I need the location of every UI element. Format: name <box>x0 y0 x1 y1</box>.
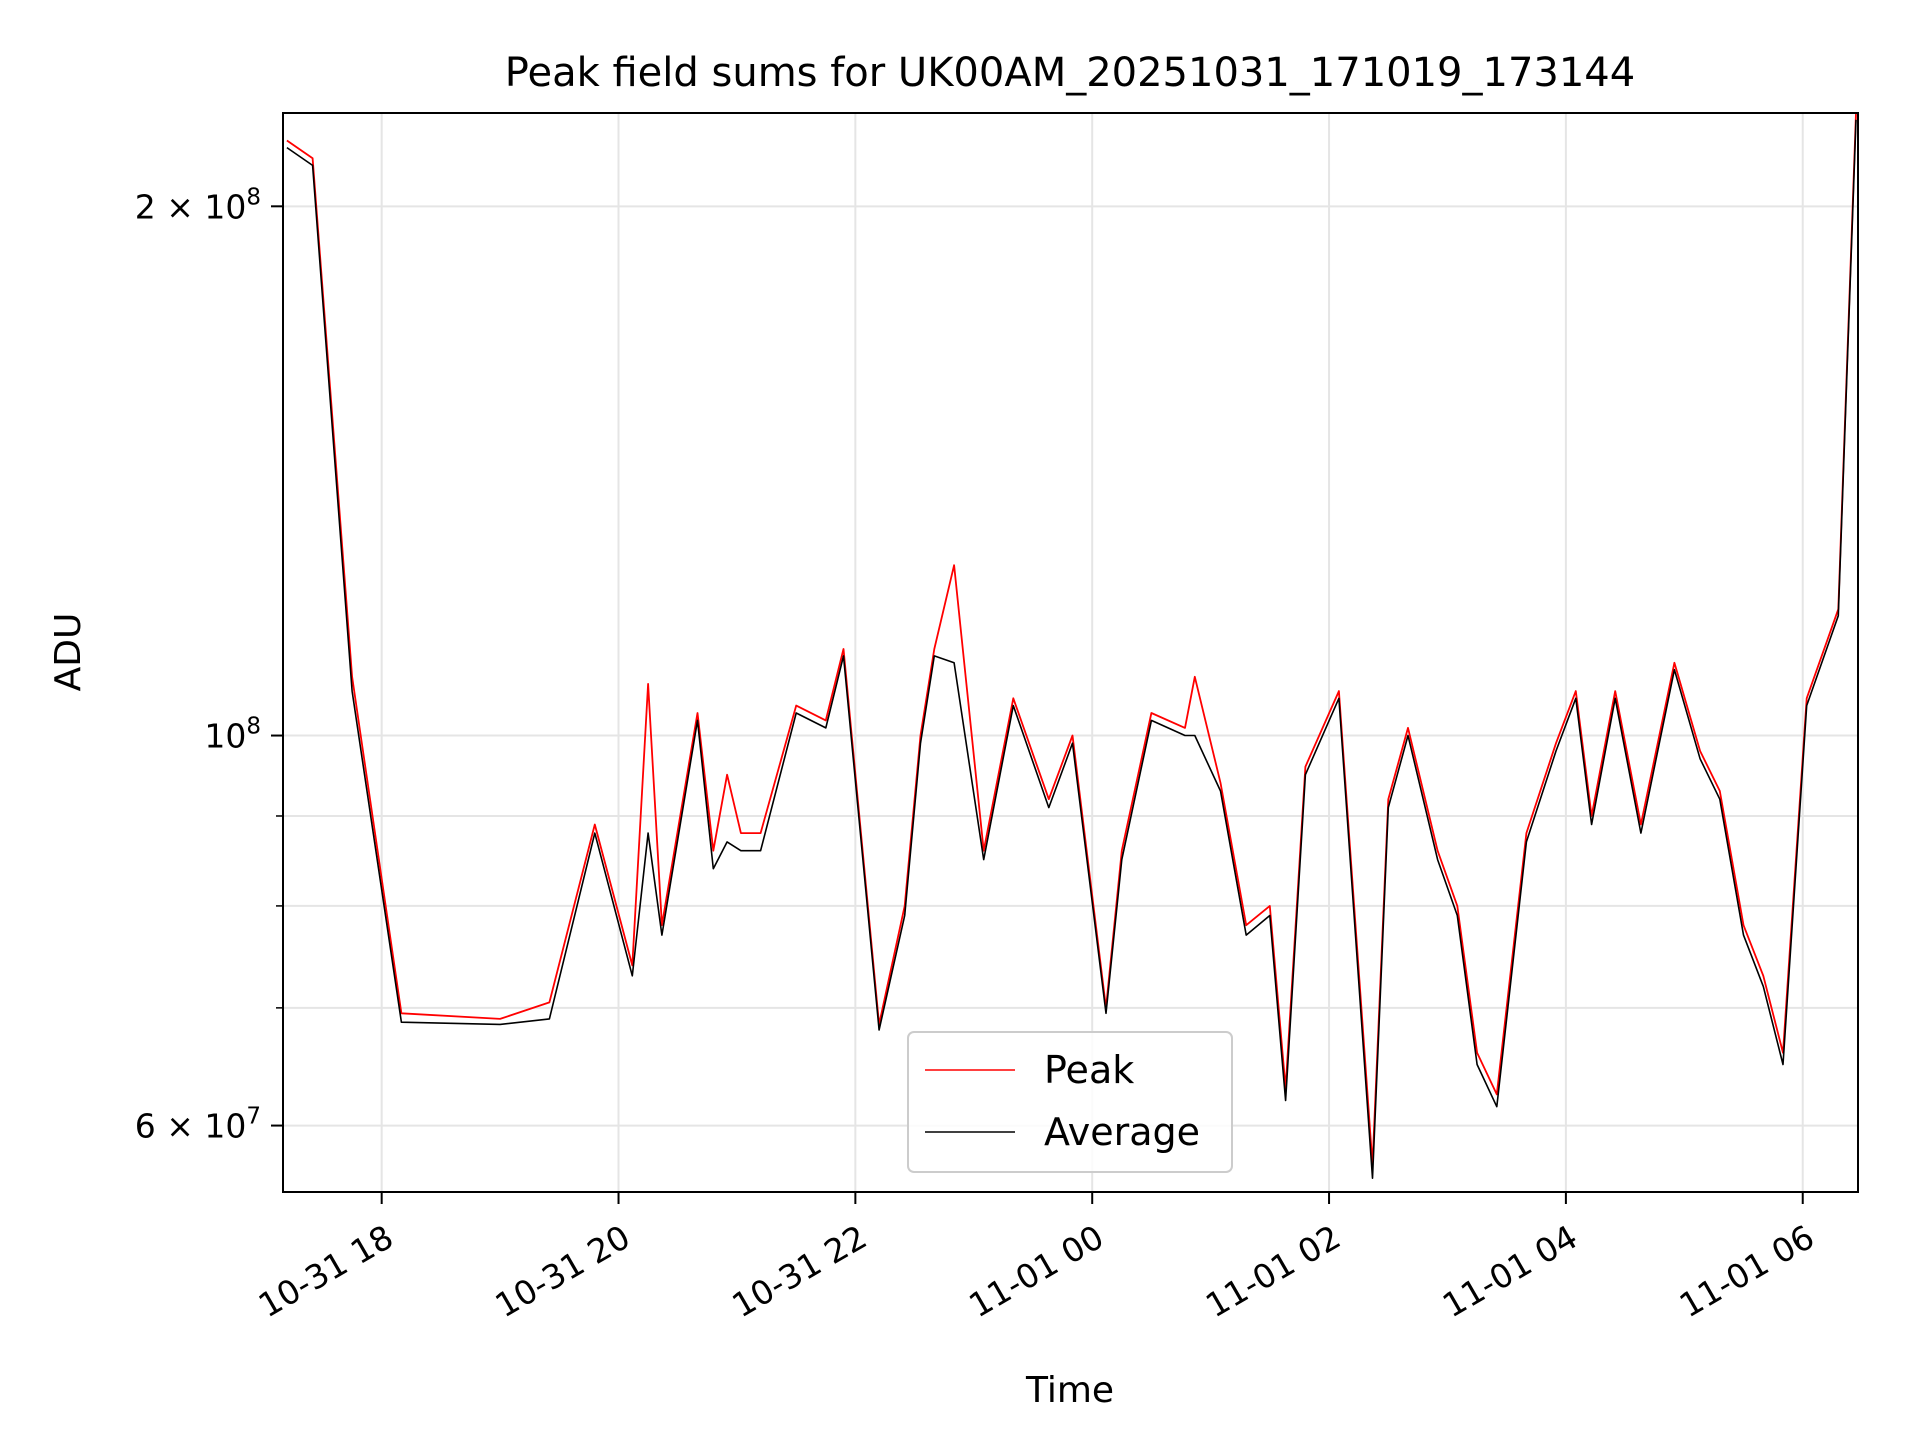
series-line-peak <box>286 113 1857 1166</box>
y-tick-label: 2 × 108 <box>135 184 261 226</box>
legend-label-peak: Peak <box>1044 1048 1134 1092</box>
y-tick-label-base: 10 <box>204 717 246 756</box>
legend-box <box>907 1031 1233 1173</box>
grid <box>283 113 1858 1192</box>
x-axis-label: Time <box>1025 1370 1114 1411</box>
y-tick-label-base: 2 × 10 <box>135 187 247 226</box>
series-layer <box>286 113 1857 1179</box>
chart-title: Peak field sums for UK00AM_20251031_1710… <box>505 50 1635 96</box>
y-tick-label: 108 <box>204 714 261 756</box>
legend-label-average: Average <box>1044 1110 1200 1154</box>
legend: Peak Average <box>907 1031 1233 1173</box>
y-axis-label: ADU <box>48 613 89 692</box>
y-tick-label-exponent: 8 <box>246 184 261 210</box>
plot-frame <box>282 112 1859 1193</box>
y-tick-label-exponent: 8 <box>246 714 261 740</box>
y-tick-label: 6 × 107 <box>135 1104 261 1146</box>
y-tick-label-exponent: 7 <box>246 1104 261 1130</box>
series-line-average <box>286 119 1857 1179</box>
y-tick-label-base: 6 × 10 <box>135 1107 247 1146</box>
